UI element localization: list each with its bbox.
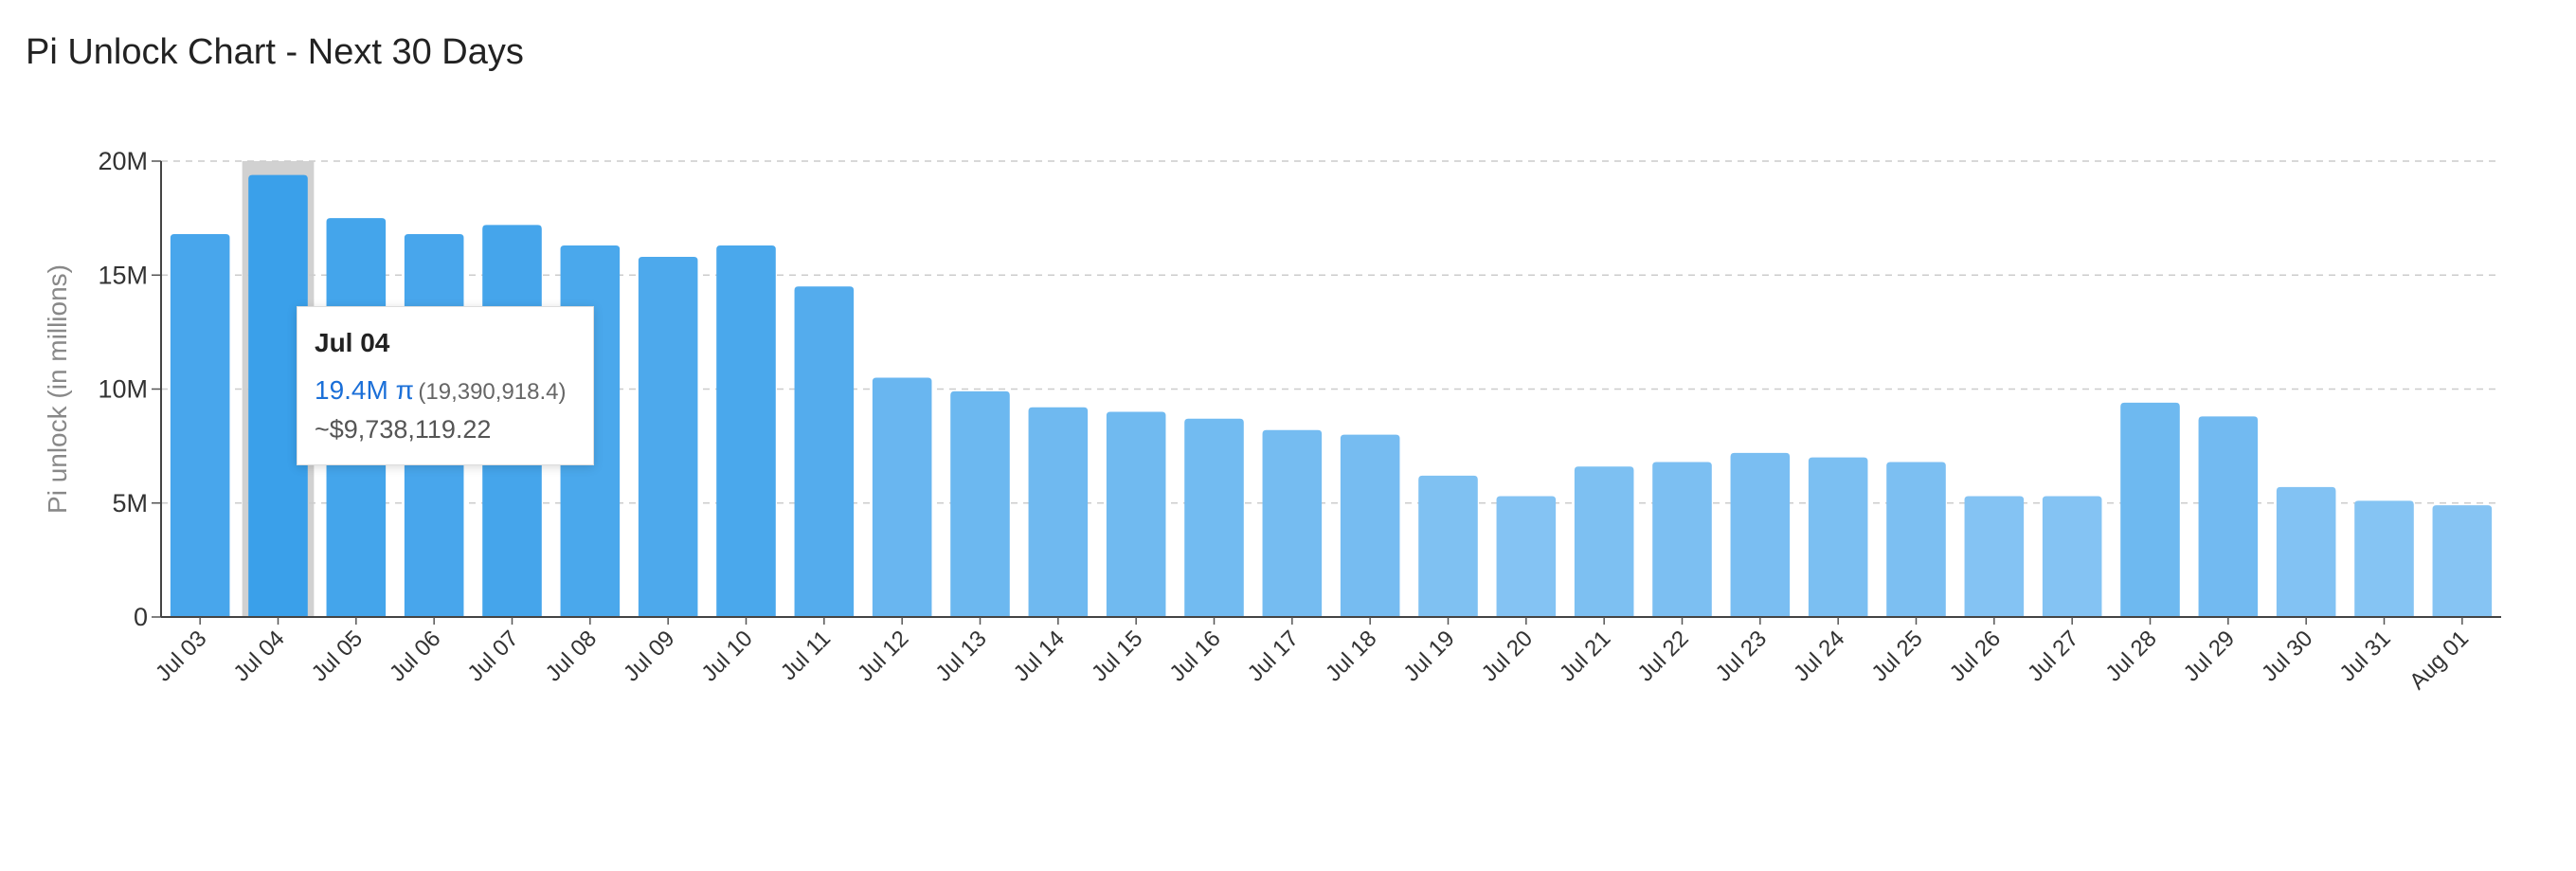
- y-tick-label: 15M: [98, 261, 148, 289]
- bar: [248, 174, 308, 617]
- bar: [716, 245, 776, 617]
- x-tick-label: Jul 06: [385, 626, 445, 686]
- x-tick-label: Jul 29: [2179, 626, 2240, 686]
- tooltip-date: Jul 04: [315, 328, 390, 357]
- chart-title: Pi Unlock Chart - Next 30 Days: [26, 32, 524, 72]
- bar: [2120, 402, 2180, 617]
- chart-tooltip: Jul 04 19.4M π (19,390,918.4) ~$9,738,11…: [297, 306, 594, 465]
- x-tick-label: Jul 22: [1632, 626, 1693, 686]
- bar: [2276, 486, 2336, 617]
- y-tick-label: 0: [134, 603, 148, 631]
- tooltip-amount-full: (19,390,918.4): [418, 379, 567, 405]
- y-tick-label: 5M: [112, 489, 148, 517]
- bar: [1418, 475, 1478, 617]
- x-tick-label: Jul 05: [307, 626, 368, 686]
- bar: [1106, 411, 1166, 617]
- tooltip-amount-row: 19.4M π (19,390,918.4): [315, 375, 576, 406]
- bar: [872, 377, 932, 617]
- x-tick-label: Jul 21: [1555, 626, 1615, 686]
- bar: [1496, 496, 1557, 617]
- x-tick-label: Jul 11: [776, 626, 836, 685]
- tooltip-amount-short: 19.4M π: [315, 375, 414, 405]
- bar: [170, 233, 230, 617]
- y-tick-label: 20M: [98, 147, 148, 175]
- x-tick-label: Jul 30: [2257, 626, 2317, 686]
- bar: [1886, 462, 1946, 617]
- bar: [1028, 407, 1089, 617]
- x-tick-label: Jul 28: [2100, 626, 2161, 686]
- y-axis-title: Pi unlock (in millions): [43, 264, 72, 514]
- x-tick-label: Jul 16: [1164, 626, 1225, 686]
- x-tick-label: Jul 25: [1866, 626, 1927, 686]
- bar: [1730, 452, 1791, 617]
- x-tick-label: Jul 03: [151, 626, 211, 686]
- x-tick-label: Jul 09: [619, 626, 679, 686]
- bar: [1574, 466, 1634, 617]
- bar: [950, 390, 1010, 617]
- x-tick-label: Jul 18: [1321, 626, 1381, 686]
- x-tick-label: Jul 17: [1243, 626, 1304, 686]
- bar: [1964, 496, 2025, 617]
- x-tick-label: Jul 23: [1711, 626, 1772, 686]
- x-tick-label: Jul 14: [1009, 626, 1070, 686]
- bar: [1262, 429, 1323, 617]
- x-tick-label: Jul 20: [1477, 626, 1538, 686]
- bar: [638, 257, 698, 617]
- x-tick-label: Jul 07: [462, 626, 523, 686]
- bar: [2198, 416, 2259, 617]
- y-tick-label: 10M: [98, 375, 148, 404]
- x-tick-label: Jul 19: [1398, 626, 1459, 686]
- bar: [1340, 434, 1400, 617]
- bar: [1184, 418, 1244, 617]
- bar: [2042, 496, 2102, 617]
- x-tick-label: Jul 12: [853, 626, 913, 686]
- bar: [2432, 505, 2493, 617]
- x-tick-label: Aug 01: [2405, 626, 2474, 695]
- bar: [794, 286, 855, 617]
- x-tick-label: Jul 27: [2023, 626, 2083, 686]
- x-tick-label: Jul 26: [1945, 626, 2006, 686]
- x-tick-label: Jul 31: [2334, 626, 2395, 686]
- x-tick-label: Jul 04: [228, 626, 289, 686]
- x-tick-label: Jul 13: [930, 626, 991, 686]
- x-tick-label: Jul 15: [1087, 626, 1147, 686]
- tooltip-usd-value: ~$9,738,119.22: [315, 415, 492, 444]
- bar: [1652, 462, 1712, 617]
- x-tick-label: Jul 08: [541, 626, 602, 686]
- x-tick-label: Jul 10: [696, 626, 757, 686]
- bar: [1808, 457, 1868, 617]
- bar: [2354, 500, 2414, 617]
- x-tick-label: Jul 24: [1789, 626, 1849, 686]
